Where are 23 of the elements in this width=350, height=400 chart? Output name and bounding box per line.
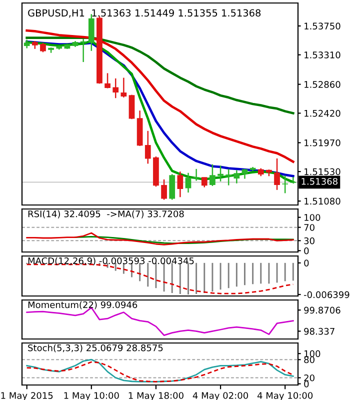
y-tick-label: 1.52860 — [304, 81, 340, 88]
chart-title: RSI(14) 32.4095 ->MA(7) 33.7208 — [28, 210, 184, 218]
y-tick-label: 1.51970 — [304, 139, 340, 146]
y-tick-label: 1.51530 — [304, 168, 340, 176]
y-tick-label: 1.53750 — [304, 22, 340, 30]
y-tick-label: 0 — [304, 260, 309, 266]
y-tick-label: 1.53310 — [304, 52, 340, 58]
y-tick-label: 99.8706 — [304, 306, 340, 314]
y-tick-label: 20 — [304, 374, 314, 382]
ref-line-label: 1.51368 — [302, 178, 338, 185]
text: GBPUSD,H1 1.51363 1.51449 1.51355 1.51368 — [28, 9, 261, 18]
chart-title: MACD(12,26,9) -0.003593 -0.004345 — [28, 257, 194, 266]
y-tick-label: 0 — [304, 247, 309, 254]
y-tick-label: 1.51080 — [304, 198, 340, 205]
y-tick-label: 1.52420 — [304, 110, 340, 117]
y-tick-label: 30 — [304, 237, 314, 244]
y-tick-label: 70 — [304, 224, 314, 231]
chart-title: Stoch(5,3,3) 25.0679 28.8575 — [28, 344, 163, 352]
chart-title: Momentum(22) 99.0946 — [28, 301, 138, 310]
y-tick-label: 100 — [304, 214, 320, 221]
y-tick-label: -0.006399 — [304, 291, 350, 298]
y-tick-label: 100 — [304, 350, 320, 358]
y-tick-label: 98.337 — [304, 328, 334, 335]
